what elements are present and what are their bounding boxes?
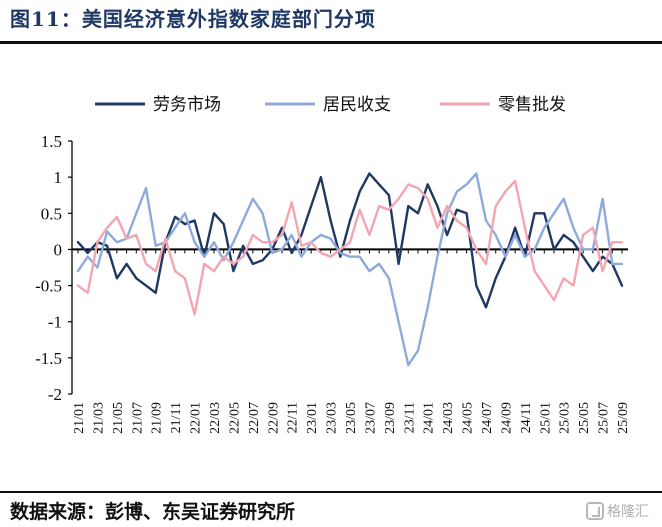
y-tick-label: -1.5 (35, 349, 62, 368)
x-tick-label: 24/05 (461, 402, 476, 434)
x-tick-label: 25/01 (538, 402, 553, 434)
x-tick-label: 25/07 (597, 402, 612, 434)
series-line-3 (76, 179, 624, 316)
figure-title: 图11：美国经济意外指数家庭部门分项 (10, 7, 376, 31)
y-tick-label: 1 (54, 168, 63, 187)
x-tick-label: 23/11 (402, 402, 417, 433)
x-tick-label: 21/01 (72, 402, 87, 434)
y-tick-label: 1.5 (41, 132, 62, 151)
legend-label-1: 劳务市场 (153, 95, 221, 115)
y-tick-label: -2 (48, 385, 62, 404)
x-tick-label: 22/03 (208, 402, 223, 434)
x-tick-label: 22/07 (247, 402, 262, 434)
top-rule (0, 41, 662, 44)
x-tick-label: 23/03 (325, 402, 340, 434)
legend-label-2: 居民收支 (323, 95, 391, 115)
x-tick-label: 25/05 (577, 402, 592, 434)
x-tick-label: 24/09 (499, 402, 514, 434)
legend-label-3: 零售批发 (498, 95, 566, 115)
x-tick-label: 22/05 (227, 402, 242, 434)
y-tick-label: 0 (54, 240, 63, 259)
x-tick-label: 23/05 (344, 402, 359, 434)
y-tick-label: -0.5 (35, 277, 62, 296)
chart-svg: 1.5 1 0.5 0 -0.5 -1 -1.5 -2 21/01 21/03 21/05 21/07… (35, 95, 631, 434)
series-line-1 (76, 172, 624, 309)
watermark-logo-icon (586, 502, 604, 520)
x-tick-label: 21/05 (111, 402, 126, 434)
source-note: 数据来源：彭博、东吴证券研究所 (10, 501, 296, 523)
x-tick-label: 21/09 (150, 402, 165, 434)
x-tick-label: 24/07 (480, 402, 495, 434)
x-tick-label: 23/07 (363, 402, 378, 434)
x-tick-label: 24/03 (441, 402, 456, 434)
y-tick-label: -1 (48, 313, 62, 332)
x-tick-label: 21/07 (130, 402, 145, 434)
x-tick-label: 24/01 (422, 402, 437, 434)
bottom-rule (0, 491, 662, 493)
watermark-text: 格隆汇 (607, 504, 649, 520)
x-tick-label: 25/09 (616, 402, 631, 434)
x-tick-label: 22/01 (189, 402, 204, 434)
x-tick-label: 23/01 (305, 402, 320, 434)
x-tick-label: 22/11 (286, 402, 301, 433)
x-tick-label: 21/03 (91, 402, 106, 434)
x-tick-label: 25/03 (558, 402, 573, 434)
x-tick-label: 23/09 (383, 402, 398, 434)
y-tick-label: 0.5 (41, 204, 62, 223)
x-tick-label: 22/09 (266, 402, 281, 434)
x-tick-label: 24/11 (519, 402, 534, 433)
x-tick-label: 21/11 (169, 402, 184, 433)
